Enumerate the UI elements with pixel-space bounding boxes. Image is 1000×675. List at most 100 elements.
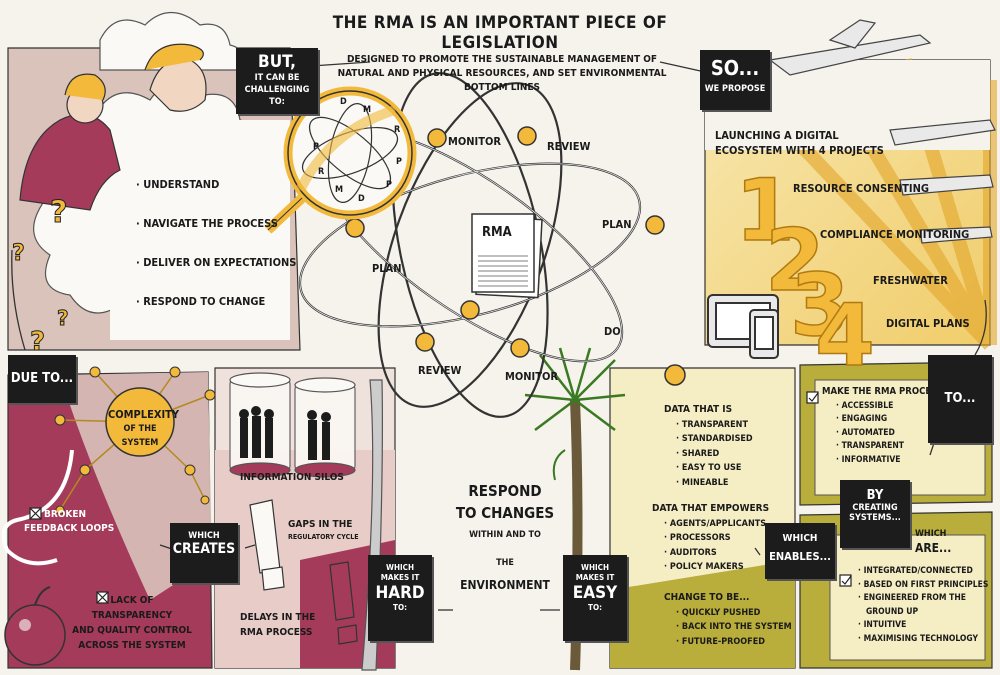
we-propose-label: WE PROPOSE <box>704 84 766 94</box>
data-that-is-item: · STANDARDISED <box>676 434 753 444</box>
cycle-label-do: DO <box>604 325 621 338</box>
question-mark-icons: ? ? ? ? <box>12 195 70 358</box>
project-compliance-monitoring: COMPLIANCE MONITORING <box>820 228 970 241</box>
rma-document-icon <box>471 213 543 299</box>
digital-ecosystem-heading: LAUNCHING A DIGITAL ECOSYSTEM WITH 4 PRO… <box>715 129 884 157</box>
cycle-label-review: REVIEW <box>418 364 462 377</box>
magnifier-letter: P <box>396 157 402 167</box>
which-are-list: · INTEGRATED/CONNECTED · BASED ON FIRST … <box>858 565 988 646</box>
project-number: 3 <box>790 256 850 356</box>
svg-text:?: ? <box>12 241 25 266</box>
which-creates-box: WHICH CREATES <box>170 523 238 583</box>
project-resource-consenting: RESOURCE CONSENTING <box>793 182 930 195</box>
magnifier-letter: D <box>340 97 347 107</box>
project-number: 2 <box>765 211 825 311</box>
challenge-item: · UNDERSTAND <box>136 178 220 191</box>
magnifier-letter: R <box>318 167 325 177</box>
which-are-item: · BASED ON FIRST PRINCIPLES <box>858 579 989 590</box>
person-illustration <box>19 43 207 211</box>
so-label: SO... <box>710 56 760 80</box>
due-to-box: DUE TO... <box>8 355 76 403</box>
make-rma-item: · AUTOMATED <box>836 427 895 438</box>
but-challenging-box: BUT, IT CAN BE CHALLENGING TO: <box>236 48 318 114</box>
svg-text:?: ? <box>30 327 45 357</box>
which-are-item: · INTEGRATED/CONNECTED <box>858 566 973 576</box>
cycle-label-monitor: MONITOR <box>505 370 559 383</box>
svg-text:?: ? <box>50 195 67 230</box>
but-label: BUT, <box>258 52 296 72</box>
project-digital-plans: DIGITAL PLANS <box>886 317 970 330</box>
so-we-propose-box: SO... WE PROPOSE <box>700 50 770 110</box>
magnifier-letter: P <box>313 142 319 152</box>
complexity-network-icon <box>54 366 216 515</box>
gaps-regulatory-label: GAPS IN THE REGULATORY CYCLE <box>288 519 359 541</box>
change-item: · BACK INTO THE SYSTEM <box>676 622 792 632</box>
which-makes-it-easy-box: WHICH MAKES IT EASY TO: <box>563 555 627 641</box>
cycle-node-dots <box>345 126 686 386</box>
tablet-and-phone-icons <box>707 294 779 359</box>
cycle-label-monitor: MONITOR <box>448 135 502 148</box>
project-freshwater: FRESHWATER <box>873 274 948 287</box>
magnifier-letter: D <box>358 194 365 204</box>
challenges-list: · UNDERSTAND · NAVIGATE THE PROCESS · DE… <box>136 178 296 308</box>
project-number: 4 <box>815 286 875 386</box>
cycle-label-review: REVIEW <box>547 140 591 153</box>
exclamation-icons <box>249 499 358 645</box>
cycle-label-plan: PLAN <box>602 218 632 231</box>
data-that-is-item: · TRANSPARENT <box>676 419 748 430</box>
which-are-item: GROUND UP <box>866 606 919 617</box>
lack-of-transparency-label: LACK OF TRANSPARENCY AND QUALITY CONTROL… <box>72 595 192 651</box>
information-silos-label: INFORMATION SILOS <box>240 472 344 483</box>
project-numbers: 1 2 3 4 <box>734 160 875 387</box>
which-are-item: · ENGINEERED FROM THE <box>858 593 967 603</box>
data-that-is-item: · SHARED <box>676 448 720 459</box>
magnifier-letter: P <box>386 180 392 190</box>
data-empowers-section: DATA THAT EMPOWERS · AGENTS/APPLICANTS ·… <box>652 502 769 575</box>
data-empowers-item: · PROCESSORS <box>664 533 731 543</box>
apple-icon <box>4 586 66 666</box>
make-rma-item: · INFORMATIVE <box>836 454 901 465</box>
data-that-is-item: · MINEABLE <box>676 477 729 488</box>
people-silhouettes <box>239 406 331 460</box>
data-that-is-item: · EASY TO USE <box>676 463 742 473</box>
broken-feedback-label: BROKEN FEEDBACK LOOPS <box>24 509 115 534</box>
data-empowers-item: · AGENTS/APPLICANTS <box>664 518 767 529</box>
make-rma-section: MAKE THE RMA PROCESS · ACCESSIBLE · ENGA… <box>822 385 943 467</box>
magnifier-letter: M <box>335 185 344 195</box>
checkbox-icons <box>29 391 852 604</box>
challenge-item: · DELIVER ON EXPECTATIONS <box>136 256 297 269</box>
challenge-item: · NAVIGATE THE PROCESS <box>136 217 278 230</box>
by-creating-systems-box: BY CREATING SYSTEMS... <box>840 480 910 548</box>
which-are-label: WHICH ARE... <box>915 529 952 555</box>
airplane-icons <box>768 19 996 244</box>
rma-center-label: RMA <box>482 225 512 240</box>
magnifier-letter: R <box>394 125 401 135</box>
make-rma-item: · ENGAGING <box>836 414 888 424</box>
change-to-be-section: CHANGE TO BE... · QUICKLY PUSHED · BACK … <box>664 591 792 649</box>
data-that-is-section: DATA THAT IS · TRANSPARENT · STANDARDISE… <box>664 403 753 490</box>
hook-icon <box>1 449 74 566</box>
which-are-item: · MAXIMISING TECHNOLOGY <box>858 633 979 644</box>
cycle-label-plan: PLAN <box>372 262 402 275</box>
respond-to-changes-text: RESPOND TO CHANGES WITHIN AND TO THE ENV… <box>455 482 555 592</box>
which-makes-it-hard-box: WHICH MAKES IT HARD TO: <box>368 555 432 641</box>
challenge-item: · RESPOND TO CHANGE <box>136 295 266 308</box>
make-rma-item: · ACCESSIBLE <box>836 400 894 411</box>
challenging-label: IT CAN BE CHALLENGING TO: <box>244 73 310 107</box>
complexity-label: COMPLEXITY OF THE SYSTEM <box>108 408 180 448</box>
make-rma-item: · TRANSPARENT <box>836 441 904 451</box>
page-title: THE RMA IS AN IMPORTANT PIECE OF LEGISLA… <box>300 13 700 53</box>
delays-label: DELAYS IN THE RMA PROCESS <box>240 612 316 638</box>
change-item: · FUTURE-PROOFED <box>676 636 765 647</box>
which-enables-box: WHICH ENABLES... <box>765 523 835 579</box>
svg-text:?: ? <box>57 306 69 330</box>
project-number: 1 <box>735 161 795 261</box>
which-are-item: · INTUITIVE <box>858 620 907 630</box>
data-empowers-item: · POLICY MAKERS <box>664 562 744 572</box>
data-empowers-item: · AUDITORS <box>664 547 717 558</box>
magnifying-glass-icon <box>264 86 417 234</box>
magnifier-letter: M <box>363 105 372 115</box>
change-item: · QUICKLY PUSHED <box>676 607 761 618</box>
page-subtitle: DESIGNED TO PROMOTE THE SUSTAINABLE MANA… <box>337 54 667 93</box>
to-box: TO... <box>928 355 992 443</box>
